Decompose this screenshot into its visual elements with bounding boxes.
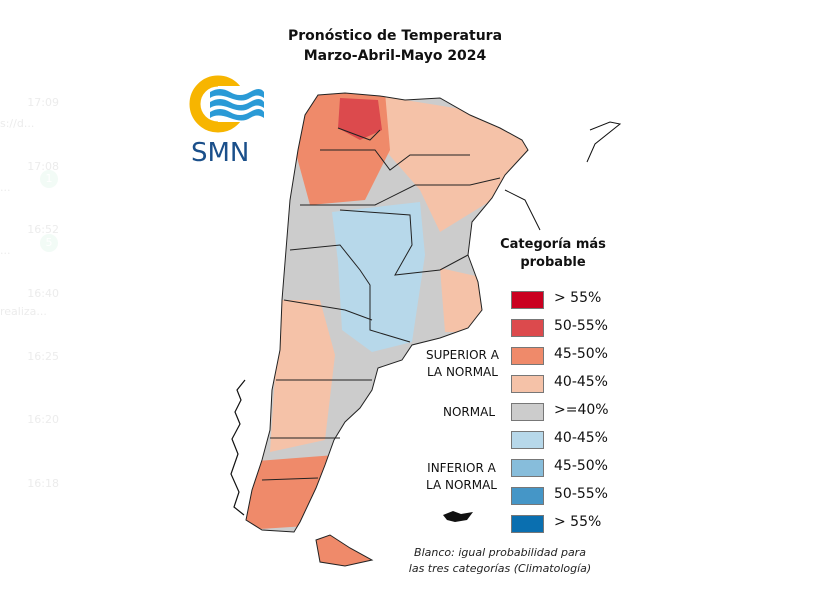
logo-text: SMN xyxy=(191,138,250,168)
legend-swatch xyxy=(511,375,544,393)
legend-swatch xyxy=(511,403,544,421)
above-normal-puna xyxy=(338,98,382,140)
group-label: LA NORMAL xyxy=(426,478,497,492)
background-chat-list: 17:09 s://d... 17:08 ... 16:52 ... 16:40… xyxy=(0,0,105,592)
legend-swatch xyxy=(511,459,544,477)
ghost-snippet: realiza... xyxy=(0,305,47,318)
note-line-2: las tres categorías (Climatología) xyxy=(408,562,592,575)
map-title: Pronóstico de Temperatura Marzo-Abril-Ma… xyxy=(240,26,550,66)
ghost-snippet: ... xyxy=(0,181,11,194)
above-normal-buenos-aires xyxy=(440,268,485,332)
smn-logo-icon xyxy=(189,75,264,133)
group-label: LA NORMAL xyxy=(426,365,498,379)
legend-title: Categoría más probable xyxy=(488,236,618,272)
legend-group-inferior: INFERIOR A LA NORMAL xyxy=(426,460,497,494)
below-normal-center xyxy=(332,202,425,352)
note-line-1: Blanco: igual probabilidad para xyxy=(414,546,586,559)
uruguay-border xyxy=(504,189,541,231)
legend-swatch xyxy=(511,291,544,309)
legend-swatch xyxy=(511,487,544,505)
legend-label: > 55% xyxy=(554,514,602,530)
malvinas-islands xyxy=(443,511,473,522)
legend-swatch xyxy=(511,515,544,533)
above-normal-tierra-del-fuego xyxy=(310,530,380,566)
ghost-time: 16:18 xyxy=(27,477,59,490)
legend-swatch xyxy=(511,431,544,449)
ghost-time: 16:20 xyxy=(27,413,59,426)
legend-label: 50-55% xyxy=(554,318,608,334)
legend-title-line-2: probable xyxy=(520,255,586,270)
ghost-time: 16:25 xyxy=(27,350,59,363)
ghost-snippet: s://d... xyxy=(0,117,35,130)
title-line-2: Marzo-Abril-Mayo 2024 xyxy=(303,48,487,64)
above-normal-south xyxy=(246,455,335,530)
above-normal-west xyxy=(270,300,335,452)
legend-label: 45-50% xyxy=(554,346,608,362)
ghost-time: 17:08 xyxy=(27,160,59,173)
ghost-time: 16:40 xyxy=(27,287,59,300)
ghost-badge: 5 xyxy=(40,234,58,252)
legend-title-line-1: Categoría más xyxy=(500,237,606,252)
legend-group-superior: SUPERIOR A LA NORMAL xyxy=(426,347,499,381)
legend-label: 40-45% xyxy=(554,374,608,390)
brazil-border xyxy=(586,121,622,163)
ghost-time: 17:09 xyxy=(27,96,59,109)
title-line-1: Pronóstico de Temperatura xyxy=(287,28,503,44)
legend-group-normal: NORMAL xyxy=(443,405,496,419)
ghost-badge: 1 xyxy=(40,170,58,188)
chile-coast-islands xyxy=(230,379,246,516)
legend-note: Blanco: igual probabilidad para las tres… xyxy=(400,545,600,577)
legend-swatch xyxy=(511,347,544,365)
province-borders xyxy=(245,92,529,567)
legend-swatch xyxy=(511,319,544,337)
legend-label: > 55% xyxy=(554,290,602,306)
legend-label: 40-45% xyxy=(554,430,608,446)
ghost-snippet: ... xyxy=(0,244,11,257)
legend-label: 50-55% xyxy=(554,486,608,502)
group-label: INFERIOR A xyxy=(427,461,496,475)
group-label: SUPERIOR A xyxy=(426,348,499,362)
legend-label: 45-50% xyxy=(554,458,608,474)
ghost-time: 16:52 xyxy=(27,223,59,236)
legend-label: >=40% xyxy=(554,402,609,418)
